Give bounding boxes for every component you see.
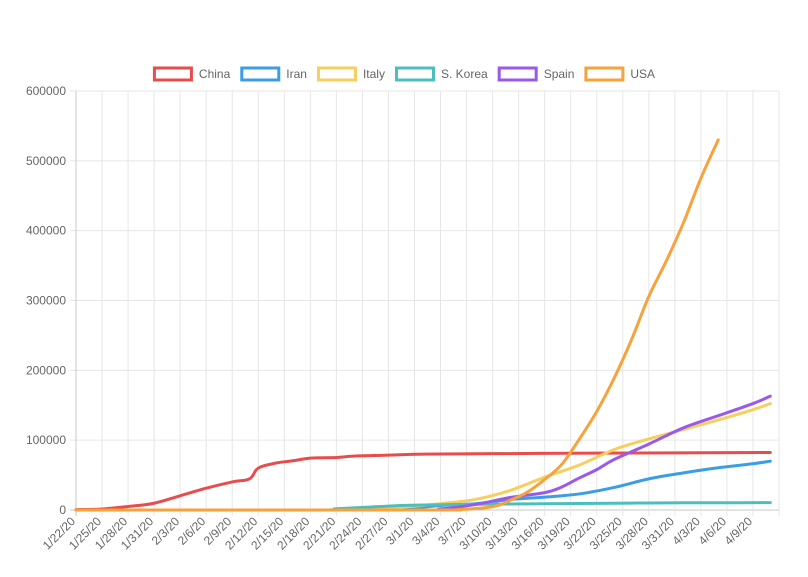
legend-swatch: [316, 66, 357, 82]
legend[interactable]: China Iran Italy S. Korea Spain USA: [152, 66, 655, 82]
y-tick-label: 100000: [26, 433, 66, 447]
y-tick-label: 200000: [26, 363, 66, 377]
legend-item-s-korea[interactable]: S. Korea: [394, 66, 488, 82]
legend-label: China: [199, 67, 231, 81]
legend-swatch: [584, 66, 625, 82]
legend-swatch: [394, 66, 435, 82]
series-line-usa: [74, 138, 720, 512]
legend-item-spain[interactable]: Spain: [497, 66, 575, 82]
y-tick-label: 600000: [26, 84, 66, 98]
legend-item-usa[interactable]: USA: [584, 66, 655, 82]
x-tick-label: 3/4/20: [409, 514, 443, 548]
legend-item-italy[interactable]: Italy: [316, 66, 385, 82]
x-tick-label: 2/3/20: [149, 514, 183, 548]
legend-label: USA: [630, 67, 655, 81]
x-tick-label: 4/9/20: [722, 514, 756, 548]
y-tick-label: 0: [59, 503, 66, 517]
x-tick-label: 4/6/20: [696, 514, 730, 548]
y-tick-label: 300000: [26, 294, 66, 308]
series-line-china: [74, 451, 772, 512]
x-tick-label: 2/6/20: [175, 514, 209, 548]
y-tick-label: 400000: [26, 224, 66, 238]
y-tick-label: 500000: [26, 154, 66, 168]
legend-label: S. Korea: [441, 67, 488, 81]
legend-label: Iran: [286, 67, 307, 81]
legend-swatch: [497, 66, 538, 82]
x-tick-label: 4/3/20: [670, 514, 704, 548]
legend-label: Italy: [363, 67, 385, 81]
legend-swatch: [152, 66, 193, 82]
legend-swatch: [240, 66, 281, 82]
x-tick-label: 3/1/20: [383, 514, 417, 548]
series-lines: [74, 138, 772, 512]
legend-label: Spain: [544, 67, 575, 81]
legend-item-china[interactable]: China: [152, 66, 231, 82]
legend-item-iran[interactable]: Iran: [240, 66, 307, 82]
axes: 01000002000003000004000005000006000001/2…: [26, 84, 755, 552]
